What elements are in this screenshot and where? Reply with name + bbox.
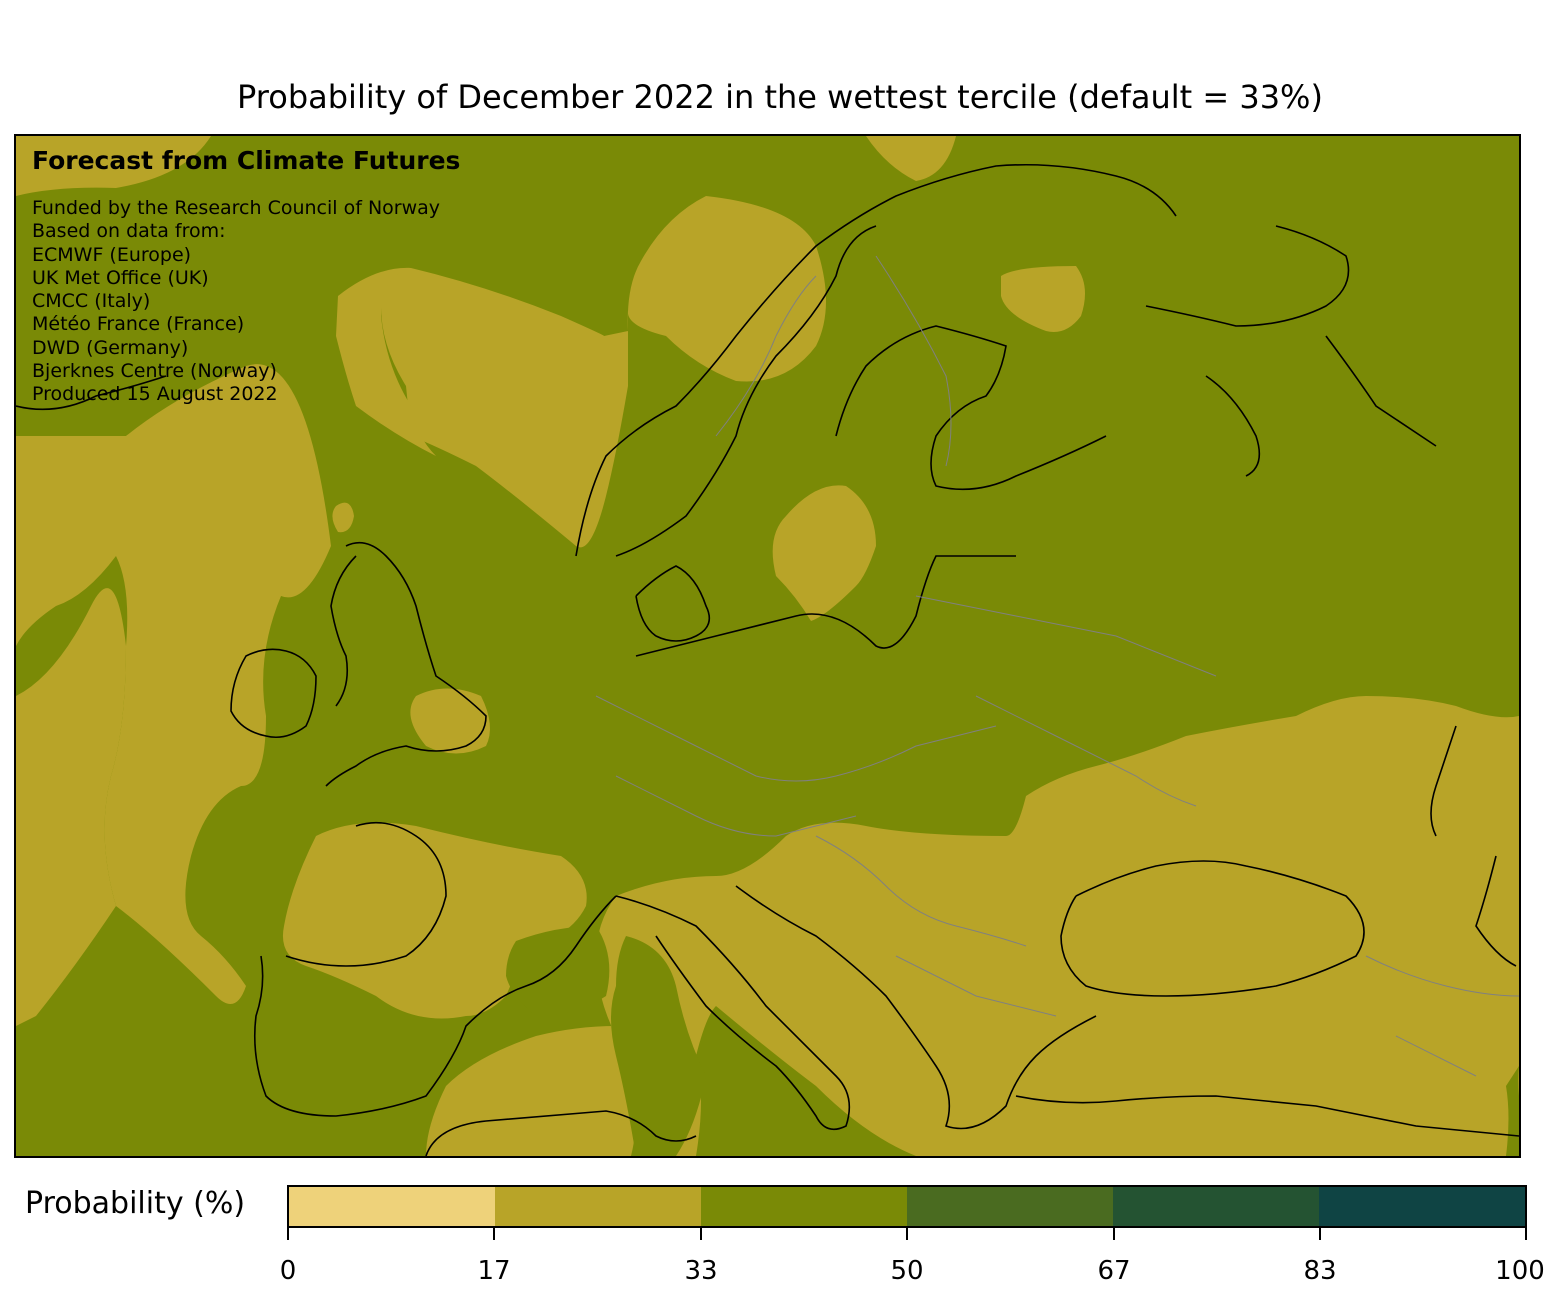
coastlines (16, 163, 1519, 1156)
colorbar-tick (700, 1228, 702, 1240)
coast-iceland-edge (16, 375, 167, 411)
country-borders (595, 255, 1519, 1077)
border-nordic (715, 255, 952, 467)
colorbar-tick (906, 1228, 908, 1240)
credit-line: Produced 15 August 2022 (32, 383, 278, 406)
dry-region-south-main (596, 696, 1519, 1156)
coast-kola-white-sea (1145, 225, 1437, 477)
colorbar-segment-0-17 (289, 1187, 495, 1226)
coast-caspian (1430, 725, 1517, 967)
colorbar-segment-83-100 (1319, 1187, 1525, 1226)
map-title: Probability of December 2022 in the wett… (237, 78, 1323, 116)
credit-line: UK Met Office (UK) (32, 266, 209, 289)
credit-box: Forecast from Climate Futures Funded by … (32, 146, 460, 407)
colorbar-tick-label: 100 (1495, 1256, 1545, 1286)
coast-denmark (635, 565, 711, 642)
colorbar-tick (1113, 1228, 1115, 1240)
coast-black-sea (1060, 860, 1365, 997)
dry-region-barents (1001, 266, 1085, 332)
forecast-map: Forecast from Climate Futures Funded by … (14, 134, 1521, 1158)
credit-line: Based on data from: (32, 220, 226, 243)
dry-region-atlantic-band (16, 588, 126, 1026)
credit-line: Météo France (France) (32, 313, 245, 336)
colorbar (287, 1185, 1527, 1228)
colorbar-tick-label: 50 (890, 1256, 924, 1286)
colorbar-tick-label: 33 (684, 1256, 718, 1286)
band-33-50-patches (506, 926, 1519, 1156)
coast-sweden-finland (615, 225, 1107, 557)
dry-region-sweden (772, 485, 876, 621)
border-balkans (815, 835, 1057, 1017)
colorbar-tick (493, 1228, 495, 1240)
colorbar-segment-33-50 (701, 1187, 907, 1226)
coast-turkey-south (1015, 1095, 1519, 1137)
border-caucasus-turkey (1365, 955, 1519, 1077)
dry-region-north-sea-spot (410, 688, 490, 754)
wet-patch-corsica-sea (611, 936, 706, 1156)
coast-baltic-south (635, 555, 1016, 657)
coast-italy (615, 895, 851, 1131)
coast-uk (325, 541, 487, 787)
credit-line: Bjerknes Centre (Norway) (32, 360, 277, 383)
colorbar-segment-50-67 (907, 1187, 1113, 1226)
colorbar-segment-67-83 (1113, 1187, 1319, 1226)
border-central-europe (595, 695, 997, 837)
colorbar-tick (287, 1228, 289, 1240)
colorbar-segment-17-33 (495, 1187, 701, 1226)
dry-region-norwegian-sea (381, 196, 826, 548)
colorbar-tick-label: 0 (279, 1256, 297, 1286)
dry-region-atlantic-north (336, 267, 436, 456)
credit-line: ECMWF (Europe) (32, 243, 192, 266)
credit-heading: Forecast from Climate Futures (32, 146, 461, 175)
coast-north-africa (425, 1110, 697, 1156)
dry-region-nw-corner (16, 136, 211, 196)
dry-region-iberia-south (426, 1026, 636, 1156)
colorbar-tick-label: 83 (1303, 1256, 1337, 1286)
coast-europe-west (253, 821, 617, 1117)
dry-region-north-top (866, 136, 956, 181)
coast-ireland (230, 648, 317, 739)
colorbar-tick-label: 67 (1097, 1256, 1131, 1286)
credit-line: DWD (Germany) (32, 336, 189, 359)
dry-region-small-islet (332, 502, 354, 533)
dry-region-atlantic-west (16, 364, 331, 1004)
colorbar-tick-label: 17 (477, 1256, 511, 1286)
colorbar-tick (1319, 1228, 1321, 1240)
wet-patch-gulf-of-lion (506, 926, 610, 1016)
colorbar-tick (1525, 1228, 1527, 1240)
wet-patch-east-edge (1506, 1066, 1519, 1156)
credit-line: CMCC (Italy) (32, 290, 151, 313)
coast-balkans-greece (735, 885, 1097, 1130)
colorbar-label: Probability (%) (25, 1186, 246, 1221)
band-17-33-regions (16, 136, 1519, 1156)
border-east-europe (915, 595, 1217, 807)
credit-line: Funded by the Research Council of Norway (32, 197, 441, 219)
coast-norway (575, 163, 1177, 557)
map-canvas (16, 136, 1519, 1156)
